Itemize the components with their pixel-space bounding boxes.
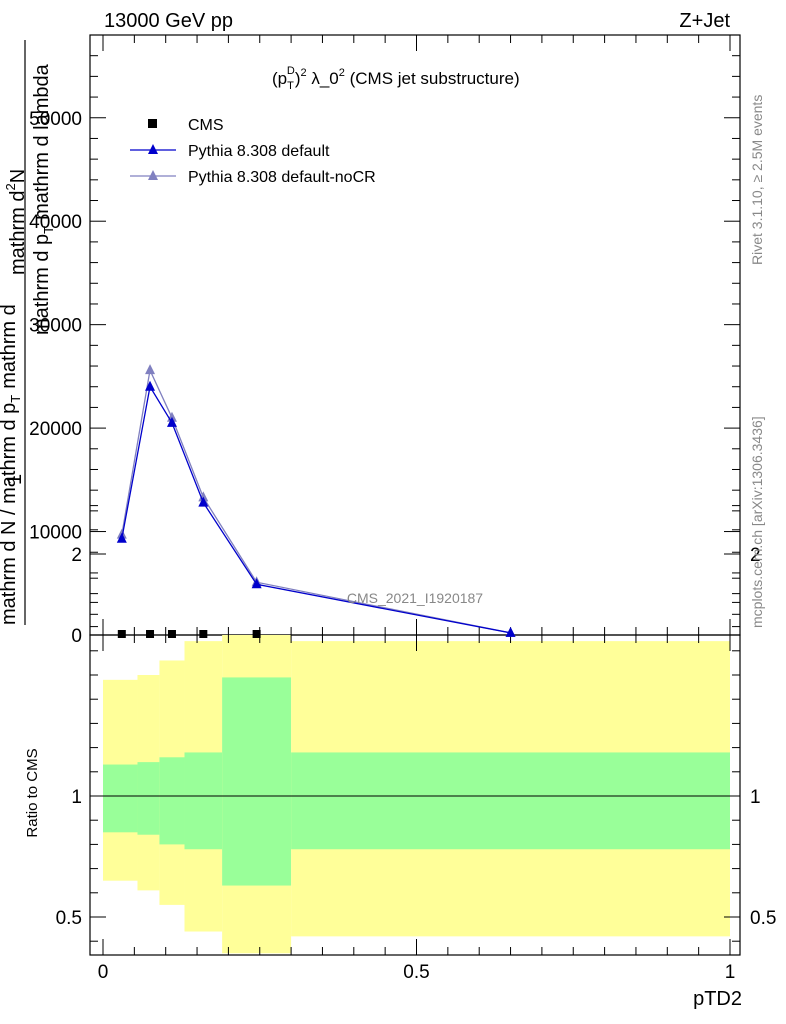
series-marker-2-1 [145, 364, 156, 375]
ratio-ylabel: Ratio to CMS [24, 748, 41, 837]
main-series [116, 364, 516, 638]
process-label: Z+Jet [679, 10, 730, 32]
ratio-band-inner-0 [103, 764, 138, 833]
legend-label-default: Pythia 8.308 default [188, 143, 330, 160]
series-marker-1-0 [116, 532, 127, 543]
series-line-1 [121, 384, 511, 634]
legend-marker-default [148, 144, 158, 154]
ratio-band-inner-5 [291, 752, 730, 850]
ratio-xlabel: pTD2 [693, 988, 742, 1010]
main-ytick-label-3: 30000 [29, 316, 82, 337]
series-marker-1-4 [251, 578, 262, 589]
main-ylabel-line1: 1 [4, 474, 26, 485]
main-ylabel-line2: mathrm d N / mathrm d pTmathrm d [0, 304, 23, 625]
legend-label-nocr: Pythia 8.308 default-noCR [188, 169, 376, 186]
ratio-panel-frame [89, 634, 741, 956]
ratio-axis-ticks: 0.5 0.5 1 1 2 2 0 0.5 1 [56, 505, 776, 983]
ratio-bands [103, 635, 730, 954]
plot-title: (pTD)2 λ_02 (CMS jet substructure) [272, 65, 520, 92]
series-marker-1-2 [166, 416, 177, 427]
ratio-band-inner-4 [222, 677, 292, 886]
ratio-band-inner-1 [137, 762, 160, 835]
legend-label-cms: CMS [188, 117, 224, 134]
ratio-ytick-label-left-0: 0.5 [56, 908, 82, 929]
series-line-2 [121, 368, 511, 634]
main-ylabel-line4: mathrm d pTmathrm d lambda [31, 63, 56, 335]
main-ytick-label-2: 20000 [29, 419, 82, 440]
series-marker-1-5 [505, 626, 516, 637]
main-ytick-label-0: 0 [71, 626, 82, 647]
main-ytick-label-1: 10000 [29, 523, 82, 544]
ratio-ytick-label-right-0: 0.5 [750, 908, 776, 929]
rivet-label: Rivet 3.1.10, ≥ 2.5M events [749, 95, 765, 265]
cms-marker-1 [146, 630, 155, 638]
ratio-xtick-label-0: 0 [98, 962, 109, 983]
ratio-band-inner-3 [184, 752, 223, 850]
analysis-watermark: CMS_2021_I1920187 [347, 590, 483, 606]
main-ylabel-line3: mathrm d2N [3, 169, 29, 275]
main-ytick-label-4: 40000 [29, 212, 82, 233]
energy-label: 13000 GeV pp [104, 10, 233, 32]
series-marker-1-3 [198, 496, 209, 507]
cms-marker-2 [167, 630, 176, 638]
ratio-ytick-label-left-1: 1 [71, 787, 82, 808]
series-marker-1-1 [145, 380, 156, 391]
main-ytick-label-5: 50000 [29, 109, 82, 130]
series-marker-2-3 [198, 491, 209, 502]
ratio-band-inner-2 [159, 757, 185, 845]
legend-marker-nocr [148, 170, 158, 180]
cms-marker-3 [199, 630, 208, 638]
main-axis-ticks: 0 10000 20000 30000 40000 50000 [29, 34, 740, 647]
ratio-ytick-label-right-2: 2 [750, 545, 761, 566]
ratio-xtick-label-1: 0.5 [403, 962, 429, 983]
cms-marker-0 [117, 630, 126, 638]
main-ylabel: 1 mathrm d N / mathrm d pTmathrm d mathr… [0, 40, 56, 625]
legend: CMS Pythia 8.308 default Pythia 8.308 de… [130, 117, 376, 186]
ratio-ytick-label-right-1: 1 [750, 787, 761, 808]
legend-marker-cms [148, 119, 157, 128]
ratio-ytick-label-left-2: 2 [71, 545, 82, 566]
ratio-xtick-label-2: 1 [725, 962, 736, 983]
cms-marker-4 [252, 630, 261, 638]
mcplots-label: mcplots.cern.ch [arXiv:1306.3436] [749, 416, 765, 628]
